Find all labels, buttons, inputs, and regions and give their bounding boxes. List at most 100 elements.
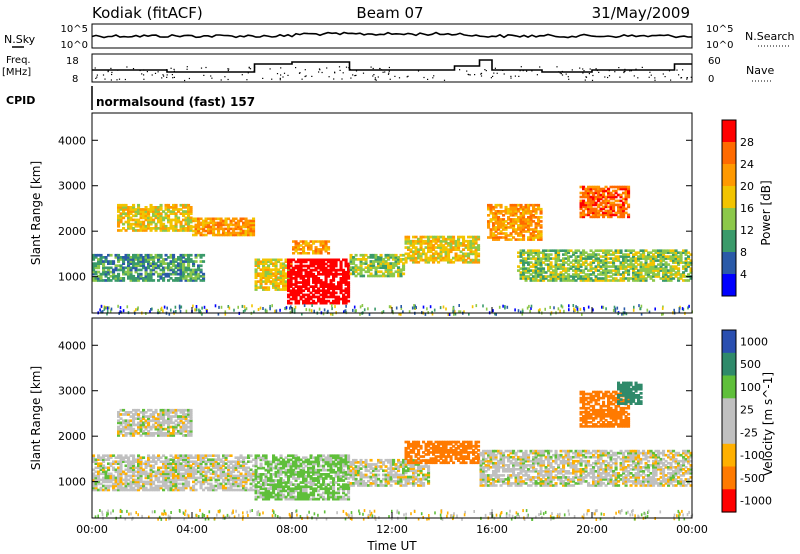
heatmap-cell — [547, 269, 551, 272]
heatmap-cell — [107, 474, 111, 478]
heatmap-cell — [152, 262, 156, 265]
heatmap-cell — [357, 272, 361, 276]
heatmap-cell — [429, 305, 432, 309]
heatmap-cell — [412, 254, 416, 258]
heatmap-cell — [134, 262, 138, 265]
heatmap-cell — [357, 268, 361, 272]
heatmap-cell — [599, 249, 603, 252]
heatmap-cell — [562, 267, 566, 270]
heatmap-cell — [174, 227, 178, 230]
heatmap-cell — [534, 236, 538, 239]
heatmap-cell — [583, 307, 585, 310]
heatmap-cell — [209, 225, 213, 229]
heatmap-cell — [222, 462, 226, 465]
heatmap-cell — [92, 264, 96, 268]
heatmap-cell — [212, 223, 216, 227]
heatmap-cell — [432, 244, 436, 247]
heatmap-cell — [462, 237, 466, 241]
heatmap-cell — [564, 279, 568, 282]
heatmap-cell — [454, 312, 457, 316]
heatmap-cell — [412, 235, 416, 239]
heatmap-cell — [154, 224, 158, 228]
heatmap-cell — [192, 486, 196, 490]
nave-point — [664, 76, 666, 78]
heatmap-cell — [519, 275, 523, 278]
heatmap-cell — [124, 484, 128, 488]
heatmap-cell — [252, 223, 256, 227]
heatmap-cell — [257, 262, 261, 265]
heatmap-cell — [374, 256, 378, 259]
heatmap-cell — [294, 279, 298, 282]
heatmap-cell — [132, 415, 136, 418]
heatmap-cell — [302, 301, 306, 305]
heatmap-cell — [304, 272, 308, 276]
heatmap-cell — [612, 185, 616, 189]
nave-point — [211, 77, 213, 79]
heatmap-cell — [142, 264, 146, 268]
heatmap-cell — [319, 293, 323, 297]
heatmap-cell — [637, 277, 641, 280]
heatmap-cell — [589, 207, 593, 211]
heatmap-cell — [314, 277, 318, 280]
heatmap-cell — [152, 474, 156, 478]
heatmap-cell — [307, 281, 311, 284]
heatmap-cell — [291, 307, 294, 311]
heatmap-cell — [102, 256, 106, 259]
heatmap-cell — [114, 460, 118, 463]
heatmap-cell — [634, 271, 638, 274]
heatmap-cell — [579, 277, 583, 280]
heatmap-cell — [237, 456, 241, 459]
heatmap-cell — [632, 265, 636, 268]
heatmap-cell — [144, 266, 148, 270]
heatmap-cell — [137, 274, 141, 278]
heatmap-cell — [602, 255, 606, 258]
heatmap-cell — [92, 270, 96, 274]
heatmap-cell — [249, 482, 253, 486]
heatmap-cell — [452, 246, 456, 249]
heatmap-cell — [169, 464, 173, 468]
heatmap-cell — [582, 249, 586, 252]
heatmap-cell — [244, 480, 248, 484]
heatmap-cell — [162, 423, 166, 427]
heatmap-cell — [487, 214, 491, 217]
heatmap-cell — [644, 255, 648, 258]
heatmap-cell — [399, 270, 403, 274]
heatmap-cell — [224, 231, 228, 235]
heatmap-cell — [324, 262, 328, 266]
heatmap-cell — [344, 309, 347, 313]
heatmap-cell — [517, 207, 521, 211]
heatmap-cell — [284, 272, 288, 275]
heatmap-cell — [589, 209, 593, 213]
heatmap-cell — [242, 480, 246, 484]
heatmap-cell — [182, 224, 186, 228]
heatmap-cell — [529, 228, 533, 231]
heatmap-cell — [92, 272, 96, 276]
heatmap-cell — [412, 246, 416, 249]
heatmap-cell — [439, 244, 443, 247]
heatmap-cell — [594, 269, 598, 272]
heatmap-cell — [557, 277, 561, 280]
heatmap-cell — [217, 312, 220, 316]
heatmap-cell — [271, 304, 273, 308]
heatmap-cell — [587, 275, 591, 278]
heatmap-cell — [184, 408, 188, 412]
heatmap-cell — [457, 248, 461, 251]
heatmap-cell — [119, 220, 123, 224]
heatmap-cell — [582, 201, 586, 205]
heatmap-cell — [567, 279, 571, 282]
nave-point — [670, 79, 672, 81]
heatmap-cell — [182, 486, 186, 490]
heatmap-cell — [444, 256, 448, 260]
heatmap-cell — [147, 220, 151, 224]
heatmap-cell — [167, 203, 171, 207]
heatmap-cell — [514, 212, 518, 215]
heatmap-cell — [132, 460, 136, 463]
heatmap-cell — [584, 259, 588, 262]
heatmap-cell — [439, 239, 443, 243]
noise-trace — [91, 31, 693, 39]
heatmap-cell — [329, 295, 333, 299]
heatmap-cell — [277, 260, 281, 263]
heatmap-cell — [279, 258, 283, 262]
heatmap-cell — [322, 293, 326, 297]
heatmap-cell — [129, 415, 133, 418]
